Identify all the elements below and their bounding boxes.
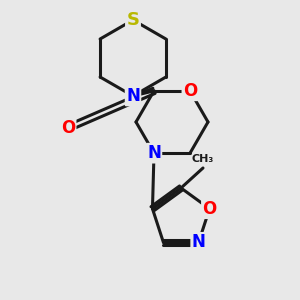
Text: O: O bbox=[183, 82, 197, 100]
Text: N: N bbox=[147, 144, 161, 162]
Text: S: S bbox=[127, 11, 140, 29]
Text: O: O bbox=[61, 119, 75, 137]
Text: O: O bbox=[202, 200, 217, 218]
Text: N: N bbox=[126, 87, 140, 105]
Text: N: N bbox=[192, 233, 206, 251]
Text: CH₃: CH₃ bbox=[192, 154, 214, 164]
